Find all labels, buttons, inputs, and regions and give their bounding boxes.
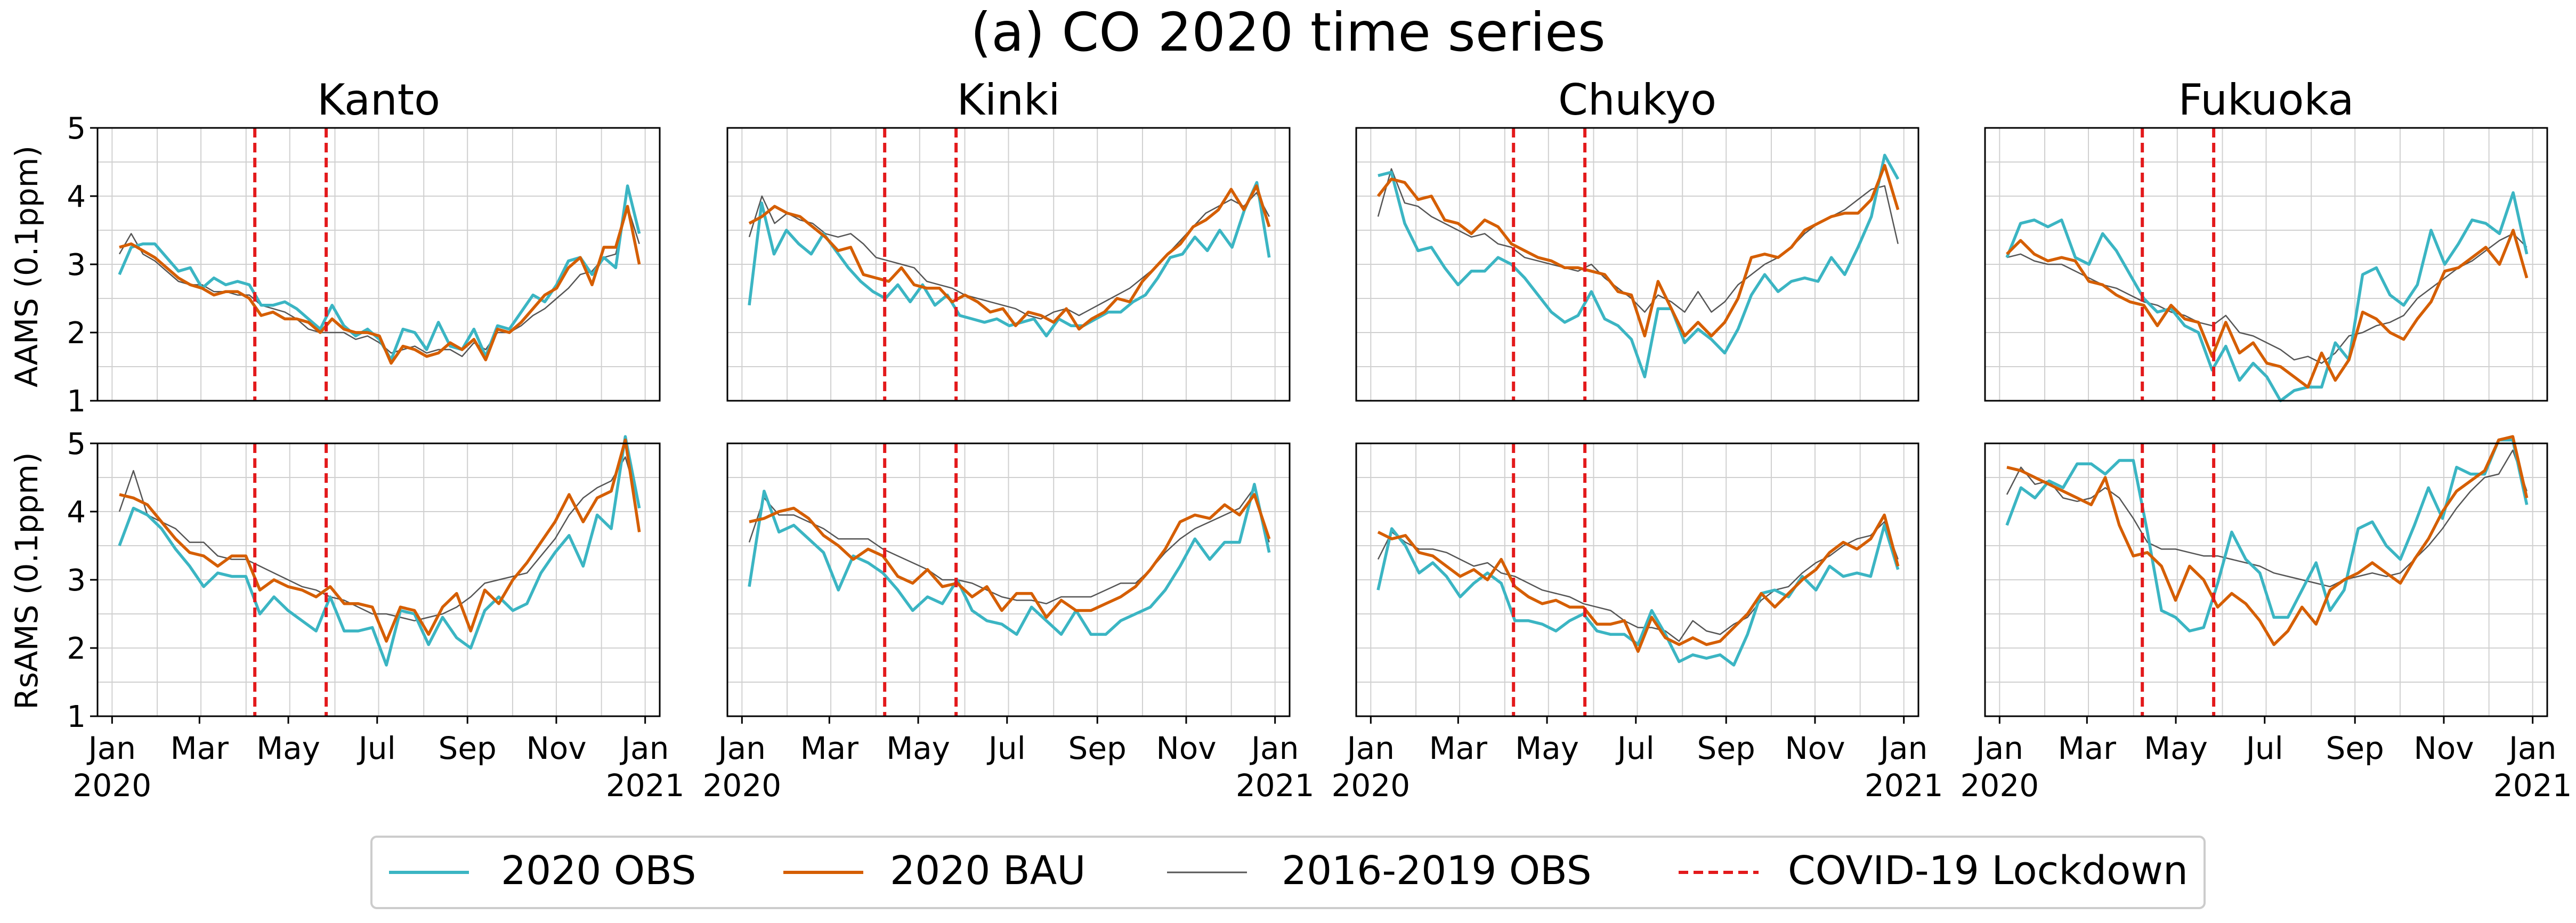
legend-frame <box>370 836 2206 909</box>
series-line-bau2020 <box>2006 435 2529 646</box>
plot-frame <box>1984 442 2548 717</box>
plot-frame <box>1355 442 1919 717</box>
series-line-obs1619 <box>118 456 640 622</box>
panel-title: Fukuoka <box>2178 75 2354 125</box>
series-line-obs1619 <box>2006 449 2528 588</box>
x-tick-label: Jan <box>1974 730 2023 766</box>
x-tick-year-label: 2020 <box>1332 767 1411 804</box>
x-tick-label: May <box>2144 730 2208 766</box>
x-tick-label: Mar <box>1429 730 1488 766</box>
series-line-obs2020 <box>748 181 1271 338</box>
y-tick-label: 2 <box>67 631 86 666</box>
series-line-obs1619 <box>748 487 1270 605</box>
figure-title: (a) CO 2020 time series <box>970 1 1606 63</box>
panel-title: Kinki <box>957 75 1060 125</box>
x-tick-label: Jan <box>620 730 669 766</box>
x-tick-label: Sep <box>1068 730 1127 766</box>
x-tick-label: Mar <box>171 730 229 766</box>
x-tick-label: Jul <box>987 730 1026 766</box>
series-line-bau2020 <box>1376 164 1900 338</box>
series-line-bau2020 <box>119 205 641 365</box>
series-line-obs1619 <box>748 192 1270 320</box>
x-tick-label: Sep <box>439 730 497 766</box>
series-line-obs2020 <box>1378 153 1900 378</box>
x-tick-label: May <box>1515 730 1579 766</box>
x-tick-label: Sep <box>1697 730 1755 766</box>
y-axis-label-row-1: AAMS (0.1ppm) <box>9 145 45 387</box>
x-tick-year-label: 2021 <box>1236 767 1315 804</box>
x-tick-label: Jul <box>357 730 396 766</box>
legend: 2020 OBS 2020 BAU 2016-2019 OBS COVID-19… <box>370 836 2206 909</box>
y-tick-label: 5 <box>67 111 86 146</box>
x-tick-label: Sep <box>2326 730 2384 766</box>
y-tick-label: 3 <box>67 248 86 282</box>
series-line-bau2020 <box>119 438 641 643</box>
x-tick-label: Mar <box>2058 730 2117 766</box>
x-tick-label: Nov <box>2413 730 2474 766</box>
series-line-bau2020 <box>748 184 1271 331</box>
y-tick-label: 5 <box>67 427 86 461</box>
panel-fukuoka-row1: Fukuoka <box>1984 75 2548 402</box>
x-tick-label: Jan <box>1878 730 1927 766</box>
x-tick-year-label: 2021 <box>1865 767 1943 804</box>
x-tick-label: Jul <box>1616 730 1655 766</box>
x-tick-label: Jul <box>2245 730 2283 766</box>
y-tick-label: 1 <box>67 384 86 419</box>
legend-label-lockdown: COVID-19 Lockdown <box>1788 848 2188 894</box>
legend-label-obs2020: 2020 OBS <box>501 848 696 894</box>
series-line-obs1619 <box>1377 168 1899 313</box>
x-tick-label: Nov <box>1156 730 1216 766</box>
x-tick-year-label: 2021 <box>606 767 685 804</box>
x-tick-year-label: 2021 <box>2493 767 2572 804</box>
series-line-obs2020 <box>1376 523 1900 667</box>
plot-frame <box>1355 127 1919 402</box>
x-tick-year-label: 2020 <box>73 767 152 804</box>
x-tick-label: Jan <box>1346 730 1395 766</box>
panel-title: Chukyo <box>1558 75 1716 125</box>
series-line-bau2020 <box>749 493 1271 619</box>
y-tick-label: 3 <box>67 563 86 598</box>
panel-title: Kanto <box>317 75 440 125</box>
y-tick-label: 4 <box>67 495 86 530</box>
series-line-obs1619 <box>118 205 640 358</box>
x-tick-label: Jan <box>87 730 136 766</box>
x-tick-label: May <box>886 730 950 766</box>
x-tick-label: Jan <box>2507 730 2556 766</box>
legend-label-bau2020: 2020 BAU <box>890 848 1086 894</box>
x-tick-label: Jan <box>1250 730 1299 766</box>
panel-chukyo-row1: Chukyo <box>1355 75 1919 402</box>
series-line-bau2020 <box>2006 229 2529 389</box>
series-line-bau2020 <box>1377 513 1900 653</box>
y-tick-label: 4 <box>67 180 86 214</box>
x-tick-year-label: 2020 <box>703 767 782 804</box>
series-line-obs2020 <box>2005 438 2529 633</box>
legend-label-obs1619: 2016-2019 OBS <box>1282 848 1592 894</box>
x-tick-label: Nov <box>1785 730 1845 766</box>
panel-kanto-row1: 1 2 3 4 5 Kanto <box>67 75 661 419</box>
x-tick-label: May <box>256 730 320 766</box>
plot-frame <box>726 127 1291 402</box>
y-tick-label: 2 <box>67 316 86 351</box>
series-line-obs2020 <box>2005 191 2529 402</box>
series-line-obs2020 <box>748 483 1271 636</box>
series-line-obs1619 <box>1377 521 1899 642</box>
series-line-obs2020 <box>118 435 641 667</box>
plot-frame <box>726 442 1291 717</box>
x-tick-label: Nov <box>526 730 586 766</box>
x-tick-label: Mar <box>800 730 859 766</box>
panel-kinki-row1: Kinki <box>726 75 1291 402</box>
x-tick-label: Jan <box>717 730 766 766</box>
series-line-obs2020 <box>118 184 641 361</box>
y-tick-label: 1 <box>67 700 86 734</box>
x-tick-year-label: 2020 <box>1961 767 2039 804</box>
plot-frame <box>1984 127 2548 402</box>
y-axis-label-row-2: RsAMS (0.1ppm) <box>9 452 45 709</box>
